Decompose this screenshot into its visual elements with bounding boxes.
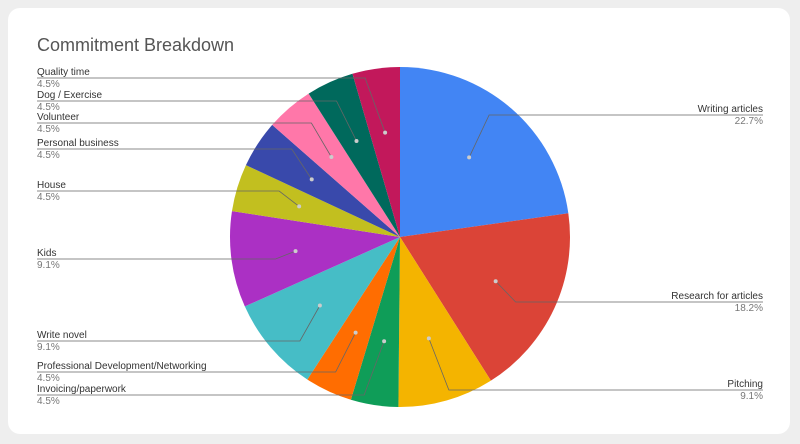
slice-label-professional-development-networking: Professional Development/Networking [37,361,207,372]
leader-dot-house [297,204,302,209]
leader-line-pitching [428,338,763,391]
pie-slice-volunteer [272,93,400,238]
leader-line-house [37,190,300,207]
slice-label-write-novel: Write novel [37,330,87,341]
slice-percent-research-for-articles: 18.2% [735,303,763,314]
pie-slice-personal-business [245,124,400,237]
leader-dot-personal-business [309,177,314,182]
leader-dot-quality-time [383,130,388,135]
slice-percent-professional-development-networking: 4.5% [37,373,60,384]
leader-line-quality-time [37,77,386,133]
leader-dot-dog-exercise [354,138,359,143]
leader-dot-write-novel [317,303,322,308]
pie-slice-quality-time [352,67,400,237]
slice-label-research-for-articles: Research for articles [671,291,763,302]
slice-percent-personal-business: 4.5% [37,150,60,161]
pie-slice-kids [229,211,400,307]
slice-label-writing-articles: Writing articles [698,104,763,115]
slice-label-volunteer: Volunteer [37,112,80,123]
slice-percent-dog-exercise: 4.5% [37,102,60,113]
leader-dot-research-for-articles [493,279,498,284]
leader-line-invoicing-paperwork [37,341,385,396]
leader-dot-kids [293,249,298,254]
pie-slice-dog-exercise [308,73,400,237]
slice-label-quality-time: Quality time [37,67,90,78]
slice-percent-house: 4.5% [37,192,60,203]
leader-dot-invoicing-paperwork [382,339,387,344]
leader-line-write-novel [37,305,321,342]
pie-slice-invoicing-paperwork [350,237,400,407]
slice-percent-writing-articles: 22.7% [735,116,763,127]
slice-percent-volunteer: 4.5% [37,124,60,135]
slice-label-personal-business: Personal business [37,138,119,149]
leader-line-professional-development-networking [37,332,356,373]
slice-label-invoicing-paperwork: Invoicing/paperwork [37,384,127,395]
pie-slice-pitching [398,237,491,407]
slice-label-kids: Kids [37,248,56,259]
leader-line-kids [37,250,296,260]
pie-slice-write-novel [244,237,400,380]
leader-dot-pitching [426,336,431,341]
slice-percent-kids: 9.1% [37,260,60,271]
pie-slice-research-for-articles [400,213,570,381]
pie-slice-house [231,165,400,237]
slice-percent-invoicing-paperwork: 4.5% [37,396,60,407]
slice-percent-write-novel: 9.1% [37,342,60,353]
slice-label-dog-exercise: Dog / Exercise [37,90,102,101]
leader-line-personal-business [37,148,313,180]
pie-slices [229,67,570,407]
pie-slice-professional-development-networking [307,237,400,400]
pie-slice-writing-articles [400,67,569,237]
leader-dot-writing-articles [467,155,472,160]
slice-label-house: House [37,180,66,191]
leader-line-writing-articles [468,114,763,158]
slice-label-pitching: Pitching [727,379,763,390]
leader-line-research-for-articles [495,280,763,303]
chart-title: Commitment Breakdown [37,35,235,55]
leader-dot-volunteer [329,154,334,159]
slice-percent-pitching: 9.1% [740,391,763,402]
leader-line-dog-exercise [37,100,357,142]
leader-line-volunteer [37,122,332,158]
leader-dot-professional-development-networking [353,330,358,335]
leader-lines [37,77,763,396]
slice-percent-quality-time: 4.5% [37,79,60,90]
